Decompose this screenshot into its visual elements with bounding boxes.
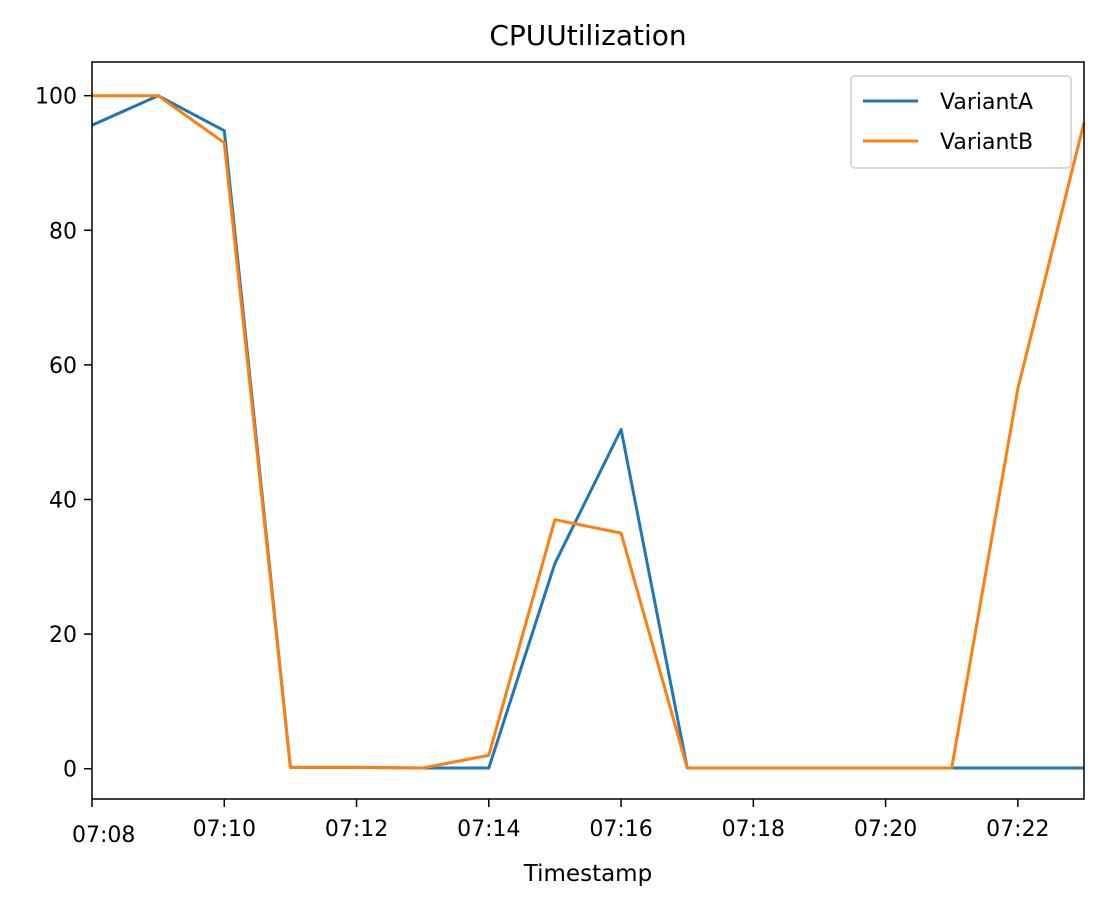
x-axis-label: Timestamp <box>523 861 652 887</box>
x-tick-label: 07:08 <box>72 823 135 848</box>
x-tick-label: 07:12 <box>325 817 388 842</box>
series-line-variantb <box>92 94 1086 770</box>
x-tick-label: 07:14 <box>457 817 520 842</box>
x-tick-label: 07:18 <box>722 817 785 842</box>
x-tick-label: 07:22 <box>986 817 1049 842</box>
legend-label-variant-a: VariantA <box>940 90 1033 115</box>
legend-label-variant-b: VariantB <box>940 130 1033 155</box>
x-tick-label: 07:16 <box>589 817 652 842</box>
legend-box <box>850 75 1072 169</box>
chart-title: CPUUtilization <box>489 19 686 52</box>
x-tick-label: 07:10 <box>193 817 256 842</box>
y-tick-label: 0 <box>63 758 77 783</box>
y-tick-label: 60 <box>49 354 77 379</box>
y-tick-label: 40 <box>49 488 77 513</box>
x-tick-label: 07:20 <box>854 817 917 842</box>
y-axis-ticks: 0 20 40 60 80 100 <box>35 85 92 783</box>
y-tick-label: 20 <box>49 623 77 648</box>
plot-frame <box>91 61 1085 800</box>
series-line-varianta <box>91 94 1084 770</box>
y-tick-label: 80 <box>49 219 77 244</box>
series-layer <box>91 94 1086 770</box>
legend[interactable]: VariantA VariantB <box>850 75 1072 169</box>
y-tick-label: 100 <box>35 85 77 110</box>
x-axis-ticks: 07:08 07:10 07:12 07:14 07:16 07:18 07:20 07:22 <box>72 799 1050 848</box>
